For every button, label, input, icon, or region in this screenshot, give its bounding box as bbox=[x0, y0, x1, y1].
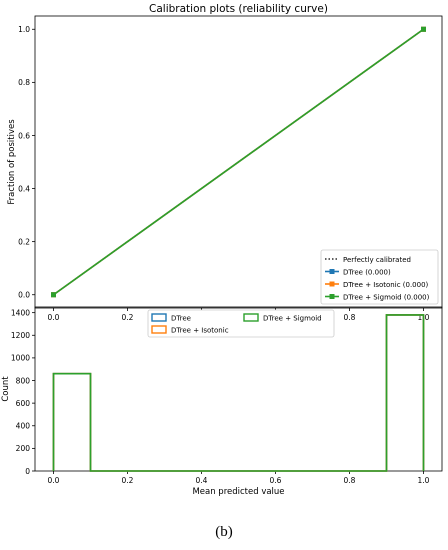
reliability-x-tick-label: 0.0 bbox=[48, 313, 60, 322]
reliability-legend-label: DTree (0.000) bbox=[343, 268, 391, 276]
reliability-x-tick-label: 0.2 bbox=[122, 313, 134, 322]
reliability-legend-marker bbox=[329, 294, 335, 299]
reliability-legend-marker bbox=[329, 281, 335, 287]
histogram-y-tick-label: 600 bbox=[16, 399, 31, 408]
reliability-y-tick-label: 0.0 bbox=[18, 291, 30, 300]
histogram-legend-box bbox=[147, 309, 335, 338]
histogram-step bbox=[52, 314, 425, 472]
histogram-x-tick-label: 1.0 bbox=[418, 476, 430, 485]
reliability-y-tick-label: 0.6 bbox=[18, 131, 30, 140]
reliability-point bbox=[51, 292, 56, 298]
histogram-legend-swatch bbox=[151, 325, 167, 334]
reliability-plot-title: Calibration plots (reliability curve) bbox=[149, 3, 328, 15]
histogram-legend-swatch bbox=[243, 313, 259, 322]
histogram-panel: Count Mean predicted value 0.0 0.2 0.4 0.6 0… bbox=[1, 306, 443, 497]
histogram-x-tick-label: 0.4 bbox=[196, 476, 208, 485]
histogram-step bbox=[52, 314, 425, 472]
histogram-x-axis-label: Mean predicted value bbox=[192, 487, 284, 497]
histogram-step bbox=[52, 314, 425, 472]
reliability-plot-frame bbox=[34, 15, 443, 309]
histogram-x-tick-label: 0.2 bbox=[122, 476, 134, 485]
reliability-y-tick-label: 0.4 bbox=[18, 184, 30, 193]
reliability-y-tick-label: 0.2 bbox=[18, 237, 30, 246]
histogram-y-tick-label: 1000 bbox=[11, 354, 30, 363]
reliability-legend-label: DTree + Sigmoid (0.000) bbox=[343, 293, 430, 301]
histogram-legend-swatch bbox=[151, 313, 167, 322]
histogram-legend-label: DTree + Isotonic bbox=[171, 327, 229, 335]
figure-caption: (b) bbox=[215, 524, 233, 540]
reliability-y-axis-label: Fraction of positives bbox=[7, 119, 17, 205]
reliability-point bbox=[421, 26, 426, 32]
histogram-ticks: 0.0 0.2 0.4 0.6 0.8 1.0 0 200 400 600 800 1000 1200 1… bbox=[11, 308, 430, 485]
calibration-figure: Calibration plots (reliability curve) Fr… bbox=[1, 3, 443, 497]
histogram-x-tick-label: 0.8 bbox=[344, 476, 356, 485]
histogram-y-tick-label: 1200 bbox=[11, 331, 30, 340]
histogram-legend-label: DTree + Sigmoid bbox=[263, 315, 322, 323]
reliability-x-tick-label: 0.8 bbox=[344, 313, 356, 322]
histogram-y-tick-label: 200 bbox=[16, 444, 31, 453]
histogram-series bbox=[52, 314, 425, 472]
reliability-series bbox=[51, 26, 426, 298]
histogram-y-axis-label: Count bbox=[1, 376, 11, 402]
reliability-series-line bbox=[53, 28, 424, 296]
reliability-legend-label: DTree + Isotonic (0.000) bbox=[343, 281, 429, 289]
histogram-x-tick-label: 0.0 bbox=[48, 476, 60, 485]
reliability-legend: Perfectly calibrated DTree (0.000) DTree +… bbox=[320, 249, 439, 305]
reliability-legend-marker bbox=[329, 269, 335, 274]
histogram-legend-label: DTree bbox=[171, 315, 191, 323]
histogram-y-tick-label: 1400 bbox=[11, 308, 30, 317]
reliability-y-tick-label: 0.8 bbox=[18, 78, 30, 87]
histogram-y-tick-label: 800 bbox=[16, 376, 31, 385]
histogram-legend: DTree DTree + Isotonic DTree + Sigmoid bbox=[147, 309, 335, 338]
histogram-y-tick-label: 400 bbox=[16, 422, 31, 431]
histogram-x-tick-label: 0.6 bbox=[270, 476, 282, 485]
reliability-curve-panel: Calibration plots (reliability curve) Fr… bbox=[7, 3, 443, 322]
histogram-y-tick-label: 0 bbox=[25, 467, 30, 476]
reliability-y-tick-label: 1.0 bbox=[18, 25, 30, 34]
reliability-legend-box bbox=[320, 249, 439, 305]
reliability-legend-label: Perfectly calibrated bbox=[343, 256, 411, 264]
